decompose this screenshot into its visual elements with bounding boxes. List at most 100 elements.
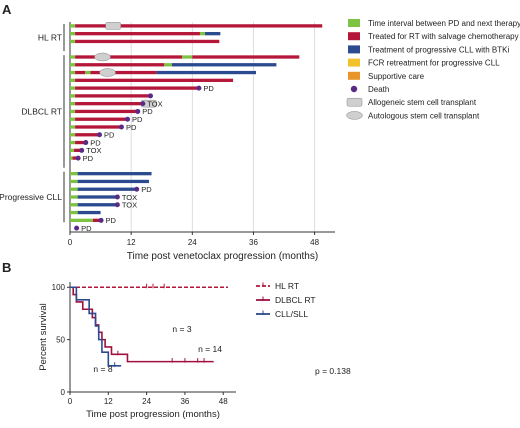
bar-segment-salvage (92, 218, 100, 222)
panel-a-letter: A (2, 2, 12, 17)
allogeneic-transplant-badge (105, 22, 121, 30)
death-marker (118, 124, 124, 130)
bar-segment-interval (70, 179, 78, 184)
legend-swatch-death (350, 85, 358, 93)
survival-curve (70, 286, 122, 367)
row-end-label: PD (141, 185, 152, 194)
bar-segment-interval (70, 148, 75, 152)
autologous-transplant-badge (99, 68, 116, 77)
bar-segment-salvage (72, 156, 77, 160)
death-marker (97, 132, 103, 138)
death-marker (98, 217, 104, 223)
x-tick-label: 24 (142, 397, 151, 406)
bar-segment-interval (70, 32, 76, 36)
row-end-label: PD (142, 107, 153, 116)
legend-label: Supportive care (368, 72, 425, 81)
x-axis-title: Time post progression (months) (86, 409, 220, 420)
y-axis-title: Percent survival (38, 303, 49, 371)
bar-segment-interval (70, 94, 76, 98)
bar-segment-interval (70, 125, 76, 129)
bar-segment-salvage (75, 102, 142, 106)
legend-swatch-interval (348, 19, 360, 27)
bar-segment-btki (77, 195, 116, 199)
bar-segment-interval (70, 133, 76, 137)
bar-segment-interval (70, 109, 76, 114)
panel-b-survival-chart: 0 12 24 36 48 0 50 100 Time post progression (mo… (38, 281, 351, 420)
bar-segment-interval (70, 55, 76, 59)
bar-segment-interval (199, 32, 206, 36)
bar-segment-btki (77, 187, 136, 191)
survival-curve (70, 286, 214, 363)
bar-segment-salvage (74, 148, 81, 152)
legend-label: Time interval between PD and next therap… (368, 19, 520, 28)
legend-label: FCR retreatment for progressive CLL (368, 59, 500, 68)
bar-segment-interval (70, 117, 76, 121)
bar-segment-salvage (75, 140, 85, 145)
x-tick-label: 36 (180, 397, 189, 406)
legend-label: DLBCL RT (275, 295, 316, 305)
bar-segment-interval (70, 172, 78, 176)
death-marker (134, 186, 140, 192)
bar-segment-salvage (75, 39, 220, 44)
bar-segment-salvage (90, 70, 157, 75)
bar-segment-btki (77, 203, 116, 207)
bar-segment-interval (70, 210, 78, 215)
y-tick-label: 100 (52, 283, 66, 292)
bar-segment-salvage (75, 63, 165, 67)
legend-swatch-fcr (348, 58, 360, 67)
p-value-label: p = 0.138 (315, 366, 351, 376)
bar-segment-salvage (75, 32, 200, 36)
bar-segment-salvage (75, 125, 120, 129)
panel-b-letter: B (2, 260, 11, 275)
bar-segment-salvage (75, 94, 149, 98)
bar-segment-btki (205, 32, 221, 36)
legend-swatch-allo (346, 97, 363, 107)
x-tick-label: 36 (249, 238, 258, 247)
x-tick-label: 0 (68, 238, 73, 247)
death-marker (114, 194, 120, 200)
death-marker (135, 108, 141, 114)
x-tick-label: 48 (310, 238, 319, 247)
autologous-transplant-badge (94, 52, 111, 62)
x-tick-label: 0 (68, 397, 73, 406)
bar-segment-salvage (75, 117, 127, 121)
bar-segment-interval (85, 70, 91, 75)
bar-segment-interval (70, 24, 76, 28)
n-count-label: n = 3 (172, 324, 191, 334)
death-marker (79, 147, 85, 153)
group-label: DLBCL RT (21, 106, 62, 116)
bar-segment-interval (70, 70, 76, 75)
bar-segment-interval (70, 203, 78, 207)
legend-swatch-supportive (348, 71, 360, 80)
group-label: HL RT (38, 33, 62, 43)
row-end-label: PD (203, 84, 214, 93)
y-tick-label: 50 (56, 336, 65, 345)
death-marker (147, 93, 153, 99)
bar-segment-interval (182, 55, 193, 59)
row-end-label: PD (132, 115, 143, 124)
bar-segment-interval (70, 156, 73, 160)
legend-swatch-btki (348, 45, 360, 54)
death-marker (114, 202, 120, 208)
x-tick-label: 12 (127, 238, 136, 247)
bar-segment-interval (70, 187, 78, 191)
bar-segment-salvage (75, 24, 323, 28)
group-label: Progressive CLL (0, 192, 62, 202)
legend-label: Allogeneic stem cell transplant (368, 98, 477, 107)
legend-label: Death (368, 85, 389, 94)
bar-segment-btki (77, 179, 149, 184)
legend-label: CLL/SLL (275, 309, 308, 319)
bar-segment-salvage (75, 70, 86, 75)
x-tick-label: 12 (104, 397, 113, 406)
death-marker (83, 140, 89, 146)
bar-segment-interval (70, 39, 76, 44)
bar-segment-interval (70, 78, 76, 82)
legend-label: HL RT (275, 281, 299, 291)
row-end-label: TOX (147, 99, 162, 108)
row-end-label: TOX (86, 146, 101, 155)
panel-a-legend: Time interval between PD and next therap… (346, 19, 520, 120)
bar-segment-interval (70, 63, 76, 67)
row-end-label: PD (83, 154, 94, 163)
bar-segment-interval (70, 195, 78, 199)
n-count-label: n = 8 (93, 364, 112, 374)
